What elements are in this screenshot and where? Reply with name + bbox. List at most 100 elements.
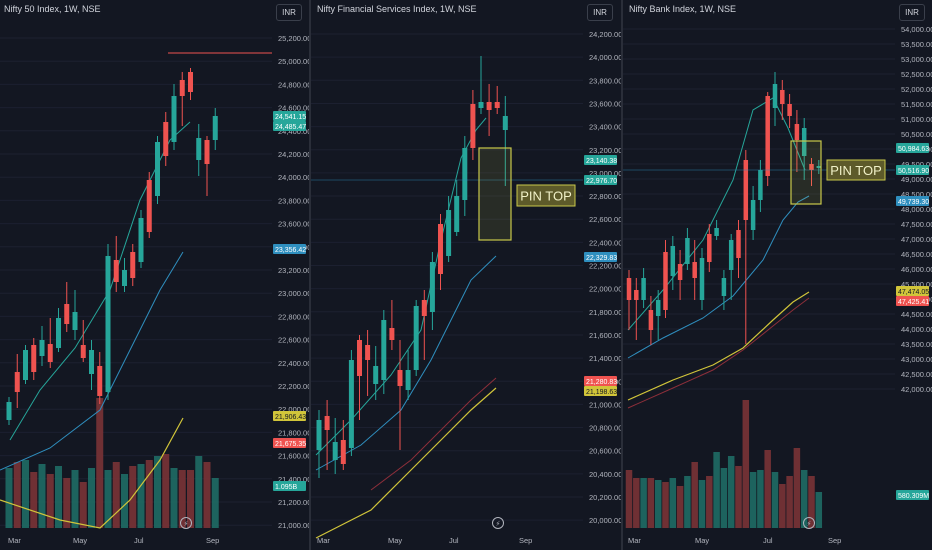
price-badge-label: 50,516.90 xyxy=(898,168,929,175)
y-tick-label: 48,500.00 xyxy=(901,190,932,199)
volume-bar xyxy=(170,468,178,528)
y-tick-label: 50,500.00 xyxy=(901,130,932,139)
volume-bar xyxy=(633,478,640,528)
y-tick-label: 22,400.00 xyxy=(278,359,309,368)
price-badge-label: 21,198.63 xyxy=(586,389,617,396)
volume-bar xyxy=(187,470,194,528)
x-tick-label: Jul xyxy=(134,536,144,545)
x-tick-label: Sep xyxy=(206,536,219,545)
y-tick-label: 53,000.00 xyxy=(901,55,932,64)
y-tick-label: 45,500.00 xyxy=(901,280,932,289)
price-badge-label: 50,984.63 xyxy=(898,146,929,153)
y-tick-label: 44,500.00 xyxy=(901,310,932,319)
candle-body xyxy=(663,252,668,310)
y-tick-label: 22,000.00 xyxy=(589,285,621,294)
candle-body xyxy=(728,240,734,270)
price-badge xyxy=(896,490,929,500)
volume-bar xyxy=(757,470,764,528)
currency-button[interactable]: INR xyxy=(276,4,302,21)
candle-body xyxy=(494,102,500,108)
y-tick-label: 20,800.00 xyxy=(589,424,621,433)
candle-body xyxy=(316,420,322,450)
y-tick-label: 22,200.00 xyxy=(278,382,309,391)
currency-button[interactable]: INR xyxy=(899,4,925,21)
panel-divider[interactable] xyxy=(621,0,623,550)
volume-bar xyxy=(640,478,647,528)
y-tick-label: 23,400.00 xyxy=(589,123,621,132)
volume-bar xyxy=(786,476,793,528)
moving-average-long-line xyxy=(627,291,810,401)
candle-body xyxy=(677,264,683,280)
candle-body xyxy=(365,345,371,360)
y-tick-label: 52,500.00 xyxy=(901,70,932,79)
volume-bar xyxy=(88,468,95,528)
chart-panel-nifty-financial[interactable]: 24,200.00 24,000.00 23,800.00 23,600.00 23,4… xyxy=(311,0,621,550)
y-tick-label: 21,400.00 xyxy=(278,475,309,484)
y-tick-label: 24,200.00 xyxy=(278,150,309,159)
price-badge-label: 24,541.15 xyxy=(275,114,306,121)
candle-body xyxy=(648,310,654,330)
volume-bar xyxy=(46,474,54,528)
candle-body xyxy=(204,140,210,164)
y-tick-label: 22,000.00 xyxy=(278,405,309,414)
x-tick-label: Mar xyxy=(628,536,641,545)
volume-bar xyxy=(654,480,662,528)
candle-body xyxy=(146,180,152,232)
candle-body xyxy=(80,345,86,358)
y-tick-label: 23,200.00 xyxy=(589,146,621,155)
volume-bar xyxy=(735,466,742,528)
candle-body xyxy=(23,350,28,380)
candle-body xyxy=(113,260,119,282)
candle-body xyxy=(6,402,12,420)
volume-bar xyxy=(154,456,161,528)
candle-body xyxy=(64,304,70,324)
volume-bar xyxy=(698,480,706,528)
candle-body xyxy=(212,116,218,140)
candle-body xyxy=(462,148,468,200)
candle-body xyxy=(787,104,792,116)
y-tick-label: 51,000.00 xyxy=(901,115,932,124)
candle-body xyxy=(721,278,727,296)
y-tick-label: 47,000.00 xyxy=(901,235,932,244)
volume-bar xyxy=(684,476,691,528)
y-tick-label: 21,600.00 xyxy=(589,331,621,340)
panel-divider[interactable] xyxy=(309,0,311,550)
candle-body xyxy=(486,102,492,110)
y-tick-label: 23,200.00 xyxy=(278,266,309,275)
y-tick-label: 22,800.00 xyxy=(589,192,621,201)
volume-bar xyxy=(96,398,104,528)
moving-average-dark-line xyxy=(370,377,497,491)
lightning-icon xyxy=(180,517,192,529)
chart-canvas[interactable]: 25,200.00 25,000.00 24,800.00 24,600.00 24,4… xyxy=(0,0,309,550)
volume-bar xyxy=(63,478,71,528)
y-tick-label: 53,500.00 xyxy=(901,40,932,49)
y-tick-label: 23,000.00 xyxy=(589,169,621,178)
currency-button[interactable]: INR xyxy=(587,4,613,21)
volume-bar xyxy=(121,474,128,528)
moving-average-mid-line xyxy=(315,255,497,471)
chart-canvas[interactable]: 24,200.00 24,000.00 23,800.00 23,600.00 23,4… xyxy=(311,0,621,550)
candle-body xyxy=(72,312,78,330)
candle-body xyxy=(780,90,785,104)
volume-bar xyxy=(137,464,145,528)
candle-body xyxy=(348,360,354,448)
y-tick-label: 47,500.00 xyxy=(901,220,932,229)
y-tick-label: 46,500.00 xyxy=(901,250,932,259)
y-tick-label: 23,800.00 xyxy=(589,76,621,85)
lightning-icon xyxy=(492,517,504,529)
candle-body xyxy=(699,258,705,300)
price-badge-label: 47,425.41 xyxy=(898,299,929,306)
candle-body xyxy=(47,344,53,362)
chart-panel-nifty50[interactable]: 25,200.00 25,000.00 24,800.00 24,600.00 24,4… xyxy=(0,0,309,550)
candle-body xyxy=(188,72,193,92)
y-tick-label: 21,800.00 xyxy=(278,428,309,437)
volume-bar xyxy=(662,482,669,528)
chart-panel-nifty-bank[interactable]: 54,000.00 53,500.00 53,000.00 52,500.00 52,0… xyxy=(623,0,932,550)
volume-bar xyxy=(720,468,728,528)
price-badge-label: 21,280.83 xyxy=(586,379,617,386)
candle-body xyxy=(736,230,741,258)
moving-average-mid-line xyxy=(0,251,184,471)
lightning-icon-glyph: ⚡ xyxy=(184,520,189,528)
y-tick-label: 22,400.00 xyxy=(589,238,621,247)
chart-canvas[interactable]: 54,000.00 53,500.00 53,000.00 52,500.00 52,0… xyxy=(623,0,932,550)
